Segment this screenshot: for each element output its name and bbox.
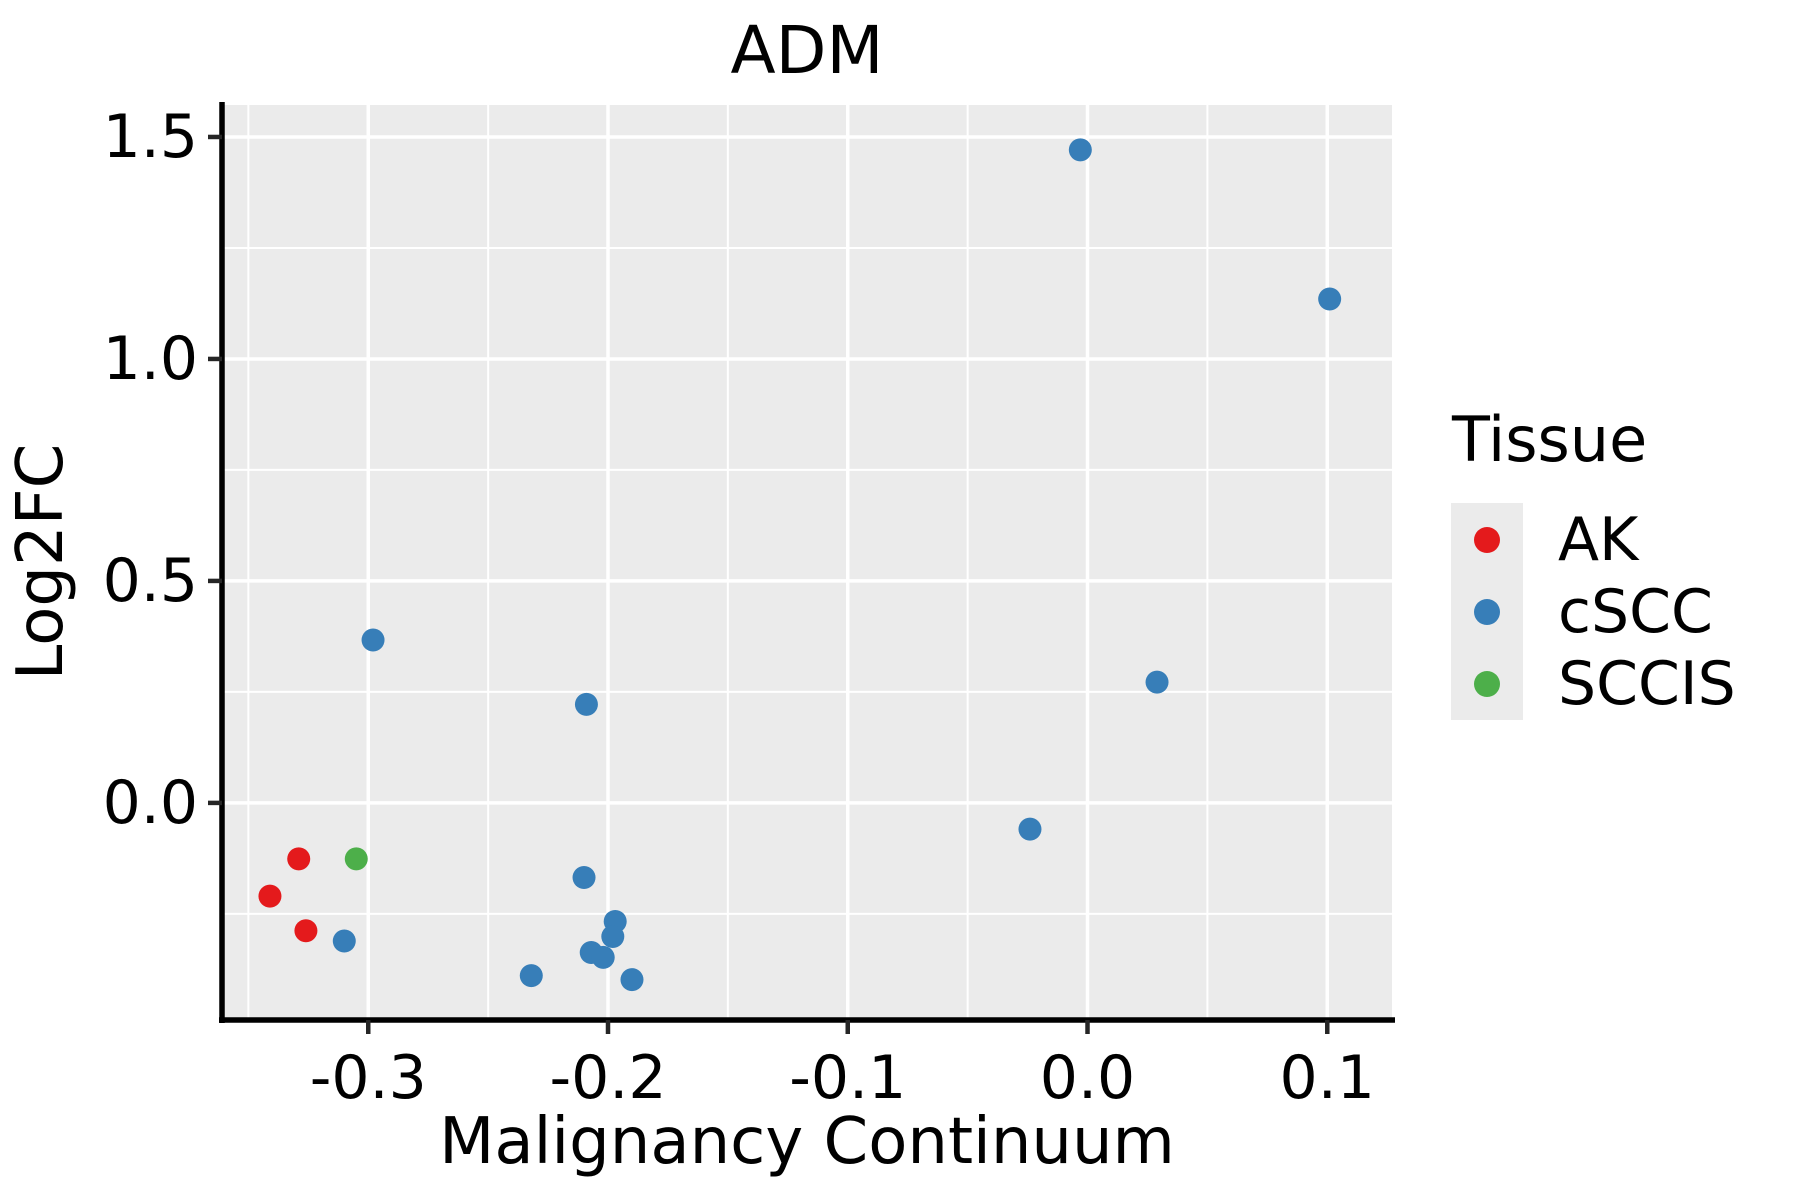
x-tick-label: -0.1 bbox=[789, 1043, 906, 1113]
y-tick-label: 1.0 bbox=[103, 324, 198, 394]
point-ak bbox=[287, 847, 311, 871]
point-cscc bbox=[1068, 138, 1092, 162]
legend-title: Tissue bbox=[1451, 403, 1647, 476]
x-axis-title: Malignancy Continuum bbox=[439, 1105, 1175, 1179]
legend-marker-sccis bbox=[1474, 671, 1500, 697]
point-cscc bbox=[361, 628, 385, 652]
point-cscc bbox=[519, 964, 543, 988]
legend: Tissue AK cSCC SCCIS bbox=[1451, 403, 1736, 720]
point-cscc bbox=[591, 945, 615, 969]
x-tick-label: 0.0 bbox=[1040, 1043, 1135, 1113]
plot-panel bbox=[222, 105, 1392, 1020]
point-ak bbox=[258, 884, 282, 908]
legend-label-cscc: cSCC bbox=[1558, 577, 1713, 647]
legend-marker-ak bbox=[1474, 527, 1500, 553]
point-cscc bbox=[572, 865, 596, 889]
y-axis-ticks: 1.5 1.0 0.5 0.0 bbox=[103, 102, 222, 838]
point-cscc bbox=[1318, 287, 1342, 311]
y-tick-label: 1.5 bbox=[103, 102, 198, 172]
x-tick-label: 0.1 bbox=[1280, 1043, 1375, 1113]
point-cscc bbox=[601, 925, 625, 949]
point-sccis bbox=[344, 847, 368, 871]
legend-label-ak: AK bbox=[1558, 505, 1640, 575]
point-cscc bbox=[1145, 670, 1169, 694]
grid-minor bbox=[222, 105, 1392, 1020]
point-cscc bbox=[620, 968, 644, 992]
data-points bbox=[258, 138, 1342, 992]
x-tick-label: -0.3 bbox=[310, 1043, 427, 1113]
x-tick-label: -0.2 bbox=[549, 1043, 666, 1113]
grid-major bbox=[222, 105, 1392, 1020]
point-cscc bbox=[332, 929, 356, 953]
y-tick-label: 0.5 bbox=[103, 546, 198, 616]
point-cscc bbox=[1018, 817, 1042, 841]
chart-title: ADM bbox=[731, 12, 884, 89]
y-axis-title: Log2FC bbox=[4, 444, 78, 681]
point-ak bbox=[294, 919, 318, 943]
y-tick-label: 0.0 bbox=[103, 768, 198, 838]
point-cscc bbox=[574, 692, 598, 716]
x-axis-ticks: -0.3 -0.2 -0.1 0.0 0.1 bbox=[310, 1020, 1375, 1113]
legend-label-sccis: SCCIS bbox=[1558, 649, 1736, 719]
legend-marker-cscc bbox=[1474, 599, 1500, 625]
